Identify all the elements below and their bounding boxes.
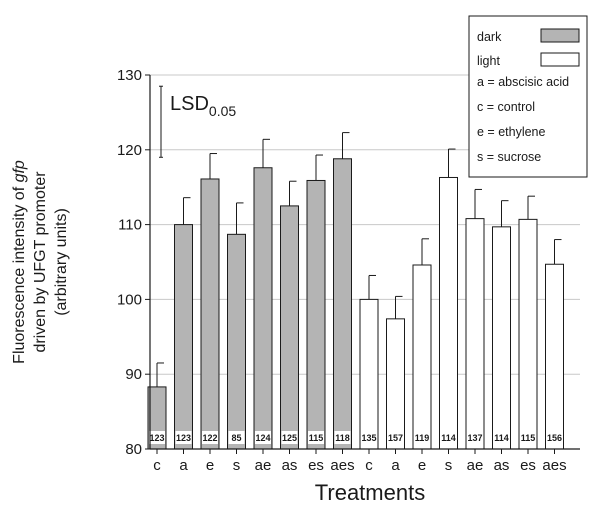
bar bbox=[518, 218, 538, 450]
sample-size-label: 85 bbox=[231, 433, 241, 443]
y-tick-label: 110 bbox=[118, 217, 142, 234]
x-category-label: e bbox=[206, 457, 214, 474]
y-axis-label-line: (arbitrary units) bbox=[53, 208, 70, 316]
sample-size-bg bbox=[334, 431, 351, 444]
sample-size-labels: 123 123 122 85 124 125 115 118 135 157 119 114 137 11… bbox=[149, 431, 563, 444]
bar bbox=[492, 226, 511, 450]
x-category-label: ae bbox=[255, 457, 272, 474]
y-tick-label: 100 bbox=[117, 291, 142, 308]
legend-entry-label: dark bbox=[477, 30, 502, 44]
bar bbox=[227, 233, 246, 450]
sample-size-label: 157 bbox=[388, 433, 403, 443]
legend-note: e = ethylene bbox=[477, 125, 546, 139]
error-bars bbox=[156, 132, 562, 387]
x-category-label: ae bbox=[467, 457, 484, 474]
x-category-label: aes bbox=[330, 457, 354, 474]
legend-note: c = control bbox=[477, 100, 535, 114]
legend-note: a = abscisic acid bbox=[477, 75, 569, 89]
x-category-label: a bbox=[179, 457, 188, 474]
y-tick-labels: 80 90 100 110 120 130 bbox=[117, 67, 150, 458]
sample-size-label: 114 bbox=[494, 433, 509, 443]
sample-size-bg bbox=[255, 431, 271, 444]
bar bbox=[280, 205, 299, 450]
x-category-label: a bbox=[391, 457, 400, 474]
legend-swatch bbox=[540, 52, 580, 67]
sample-size-label: 156 bbox=[547, 433, 562, 443]
sample-size-bg bbox=[440, 431, 457, 444]
sample-size-bg bbox=[202, 431, 218, 444]
bar bbox=[412, 264, 432, 450]
sample-size-label: 123 bbox=[149, 433, 164, 443]
y-tick-label: 120 bbox=[117, 142, 142, 159]
sample-size-bg bbox=[228, 431, 245, 444]
y-tick-label: 90 bbox=[125, 366, 142, 383]
bar bbox=[174, 224, 193, 450]
sample-size-bg bbox=[281, 431, 298, 444]
y-axis-label-line: driven by UFGT promoter bbox=[32, 171, 49, 353]
x-category-label: as bbox=[282, 457, 298, 474]
sample-size-label: 118 bbox=[335, 433, 350, 443]
sample-size-bg bbox=[149, 431, 165, 444]
bar bbox=[465, 218, 485, 450]
sample-size-bg bbox=[493, 431, 510, 444]
legend-note: s = sucrose bbox=[477, 150, 541, 164]
sample-size-bg bbox=[520, 431, 536, 444]
bar bbox=[386, 318, 405, 450]
y-tick-label: 130 bbox=[117, 67, 142, 84]
sample-size-label: 123 bbox=[176, 433, 191, 443]
x-category-label: es bbox=[520, 457, 536, 474]
x-axis-label: Treatments bbox=[315, 480, 425, 505]
x-category-label: e bbox=[418, 457, 426, 474]
x-category-label: as bbox=[494, 457, 510, 474]
sample-size-bg bbox=[308, 431, 324, 444]
x-category-label: s bbox=[445, 457, 453, 474]
sample-size-label: 135 bbox=[361, 433, 376, 443]
x-category-label: es bbox=[308, 457, 324, 474]
sample-size-label: 124 bbox=[255, 433, 270, 443]
bar bbox=[439, 176, 458, 450]
legend-box bbox=[468, 15, 588, 178]
sample-size-bg bbox=[387, 431, 404, 444]
bar bbox=[253, 167, 273, 450]
sample-size-label: 114 bbox=[441, 433, 456, 443]
lsd-indicator: LSD0.05 bbox=[159, 85, 236, 158]
sample-size-bg bbox=[175, 431, 192, 444]
sample-size-bg bbox=[467, 431, 483, 444]
axes bbox=[149, 75, 580, 454]
y-axis-label-line: Fluorescence intensity of gfp bbox=[11, 160, 28, 364]
lsd-label: LSD0.05 bbox=[170, 93, 236, 119]
x-category-label: c bbox=[153, 457, 161, 474]
sample-size-label: 115 bbox=[309, 433, 324, 443]
sample-size-label: 115 bbox=[521, 433, 536, 443]
x-category-labels: c a e s ae as es aes c a e s ae as es aes bbox=[153, 457, 566, 474]
legend-entry-label: light bbox=[477, 54, 500, 68]
bar bbox=[545, 263, 564, 450]
sample-size-bg bbox=[414, 431, 430, 444]
x-category-label: s bbox=[233, 457, 241, 474]
sample-size-label: 137 bbox=[467, 433, 482, 443]
y-tick-label: 80 bbox=[125, 441, 142, 458]
bar bbox=[200, 178, 220, 450]
sample-size-label: 119 bbox=[415, 433, 430, 443]
x-category-label: c bbox=[365, 457, 373, 474]
x-category-label: aes bbox=[542, 457, 566, 474]
sample-size-label: 122 bbox=[202, 433, 217, 443]
bar bbox=[359, 298, 379, 450]
sample-size-bg bbox=[361, 431, 377, 444]
legend: dark light a = abscisic acid c = control e =… bbox=[468, 15, 588, 178]
bar bbox=[333, 158, 352, 450]
legend-swatch bbox=[540, 28, 580, 43]
bar bbox=[306, 179, 326, 450]
sample-size-bg bbox=[546, 431, 563, 444]
sample-size-label: 125 bbox=[282, 433, 297, 443]
